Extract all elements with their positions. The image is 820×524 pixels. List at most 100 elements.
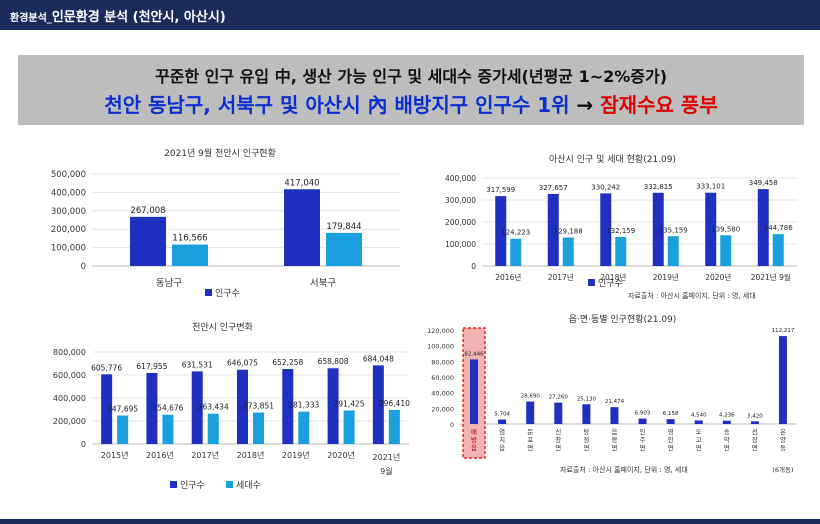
chart-title: 아산시 인구 및 세대 현황(21.09) — [549, 153, 676, 165]
data-label: 132,159 — [606, 227, 635, 235]
bar — [326, 232, 362, 266]
bar — [757, 189, 769, 266]
y-tick-label: 500,000 — [51, 170, 86, 180]
y-tick-label: 0 — [81, 440, 86, 449]
legend-swatch — [226, 481, 233, 488]
data-label: 646,075 — [227, 359, 258, 368]
data-label: 129,188 — [554, 228, 583, 236]
data-label: 273,851 — [243, 402, 274, 411]
y-tick-label: 0 — [81, 262, 86, 272]
legend-label: 인구수 — [598, 278, 623, 289]
data-label: 605,776 — [91, 363, 122, 372]
bar — [778, 336, 787, 424]
bar — [666, 419, 675, 424]
y-tick-label: 100,000 — [445, 240, 476, 249]
x-tick-label: 동남구 — [156, 278, 182, 289]
chart-cheonan-2021-09: 2021년 9월 천안시 인구현황 0 100,000 200,000 300,000 4… — [51, 147, 400, 299]
bar — [562, 237, 574, 266]
bar — [191, 371, 203, 444]
y-tick-label: 400,000 — [51, 188, 86, 198]
y-tick-label: 40,000 — [431, 390, 454, 398]
data-label: 6,903 — [635, 411, 651, 417]
source-note: 자료출처 : 아산시 홈페이지, 단위 : 명, 세대 — [560, 465, 688, 474]
data-label: 124,223 — [501, 229, 530, 237]
bar — [705, 192, 717, 266]
bar — [162, 414, 174, 444]
bar — [547, 193, 559, 266]
legend-label: 세대수 — [236, 480, 261, 491]
data-label: 179,844 — [326, 222, 361, 232]
bar — [495, 196, 507, 266]
bar — [722, 420, 731, 424]
footer-bar — [0, 519, 820, 524]
arrow-icon: → — [576, 93, 594, 117]
y-tick-label: 100,000 — [427, 343, 454, 351]
bar — [582, 404, 591, 424]
data-label: 296,410 — [379, 399, 410, 408]
category-note: (6개동) — [772, 465, 793, 474]
bar — [600, 193, 612, 266]
bar — [510, 238, 522, 266]
data-label: 4,236 — [719, 413, 735, 419]
y-tick-label: 20,000 — [431, 405, 454, 413]
legend-swatch — [205, 289, 212, 296]
bar — [638, 418, 647, 424]
data-label: 82,446 — [464, 351, 484, 357]
bar — [343, 410, 355, 444]
y-tick-label: 120,000 — [427, 327, 454, 335]
data-label: 27,260 — [549, 395, 569, 401]
bar — [117, 415, 129, 444]
page-title: 환경분석_인문환경 분석 (천안시, 아산시) — [10, 6, 226, 25]
data-label: 327,657 — [539, 184, 568, 192]
bar — [667, 236, 679, 266]
section-label: 환경분석_ — [10, 13, 52, 24]
banner-subheadline: 천안 동남구, 서북구 및 아산시 內 배방지구 인구수 1위 → 잠재수요 풍… — [18, 89, 804, 118]
y-tick-label: 80,000 — [431, 358, 454, 366]
bar — [146, 372, 158, 444]
data-label: 333,101 — [696, 183, 725, 191]
data-label: 139,580 — [711, 225, 740, 233]
x-tick-label: 2020년 — [327, 450, 355, 460]
data-label: 28,690 — [521, 394, 541, 400]
data-label: 144,786 — [764, 224, 793, 232]
bar — [298, 411, 310, 444]
x-tick-label: 2017년 — [548, 272, 574, 282]
banner-headline: 꾸준한 인구 유입 中, 생산 가능 인구 및 세대수 증가세(년평균 1~2%… — [154, 67, 668, 86]
y-tick-label: 200,000 — [51, 225, 86, 235]
legend-label: 인구수 — [215, 288, 240, 299]
y-tick-label: 800,000 — [53, 348, 86, 357]
bar — [526, 401, 535, 424]
data-label: 349,458 — [749, 179, 778, 187]
bar — [284, 189, 320, 266]
legend-swatch — [170, 481, 177, 488]
data-label: 135,159 — [659, 226, 688, 234]
bar — [470, 359, 479, 424]
data-label: 617,955 — [136, 362, 167, 371]
bar — [253, 412, 264, 444]
y-tick-label: 0 — [471, 262, 476, 271]
data-label: 25,130 — [577, 396, 597, 402]
data-label: 6,158 — [663, 411, 679, 417]
data-label: 254,676 — [152, 404, 183, 413]
bar — [327, 368, 339, 444]
bar — [652, 192, 664, 266]
bar — [615, 236, 627, 266]
chart-title: 2021년 9월 천안시 인구현황 — [164, 147, 276, 159]
bar — [498, 419, 507, 424]
x-tick-label: 서북구 — [310, 278, 336, 289]
data-label: 267,008 — [130, 206, 165, 216]
bar — [772, 234, 784, 266]
data-label: 281,333 — [288, 401, 319, 410]
chart-title: 읍·면·동별 인구현황(21.09) — [569, 314, 677, 325]
data-label: 5,704 — [494, 412, 510, 418]
x-tick-label: 2016년 — [146, 450, 174, 460]
data-label: 291,425 — [334, 399, 365, 408]
data-label: 652,258 — [272, 358, 303, 367]
